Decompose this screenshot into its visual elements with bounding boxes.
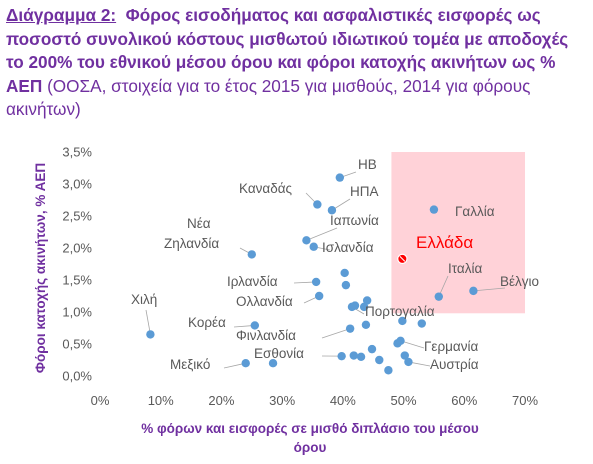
data-point — [335, 173, 345, 182]
point-label: Αυστρία — [430, 357, 479, 372]
point-label: Ιαπωνία — [330, 213, 379, 228]
point-label: Γαλλία — [455, 204, 495, 219]
point-label: Ολλανδία — [236, 294, 293, 309]
x-tick-label: 0% — [91, 393, 110, 408]
chart-title: Διάγραμμα 2: Φόρος εισοδήματος και ασφαλ… — [6, 4, 590, 122]
x-tick-label: 50% — [391, 393, 417, 408]
data-point — [434, 292, 443, 301]
point-label: Βέλγιο — [500, 274, 539, 289]
y-tick-label: 3,5% — [62, 145, 92, 160]
highlight-marker-cross — [399, 256, 406, 262]
data-point — [302, 236, 311, 245]
data-point — [313, 200, 322, 209]
data-point — [268, 359, 278, 368]
data-point — [314, 291, 324, 301]
data-point — [396, 336, 405, 345]
data-point — [347, 302, 357, 312]
data-point — [356, 352, 366, 361]
y-tick-label: 3,0% — [62, 177, 92, 192]
data-point — [327, 206, 337, 215]
leader-line — [306, 227, 338, 241]
x-tick-label: 40% — [330, 393, 356, 408]
data-point — [384, 366, 393, 375]
leader-line — [321, 328, 351, 339]
data-point — [349, 351, 358, 360]
data-point — [469, 286, 478, 296]
x-tick-label: 10% — [148, 393, 174, 408]
data-point — [400, 351, 409, 360]
data-point — [417, 319, 426, 328]
point-label: Κορέα — [188, 315, 226, 330]
point-label: Ιταλία — [448, 261, 482, 276]
x-axis-title-line1: % φόρων και εισφορές σε μισθό διπλάσιο τ… — [141, 421, 479, 436]
point-label: Ισλανδία — [322, 240, 374, 255]
data-point — [367, 344, 377, 354]
x-axis-title-line2: όρου — [294, 440, 327, 455]
data-point — [429, 205, 439, 214]
y-axis-title: Φόροι κατοχής ακινήτων, % ΑΕΠ — [33, 163, 48, 373]
data-point — [250, 321, 260, 330]
point-label: Καναδάς — [239, 181, 293, 196]
title-label: Διάγραμμα 2: — [6, 5, 117, 25]
leader-line — [473, 287, 506, 292]
point-label: Νέα — [187, 216, 211, 231]
data-point — [337, 351, 346, 361]
point-label: Γερμανία — [424, 339, 478, 354]
point-label: Φινλανδία — [236, 328, 296, 343]
data-point — [311, 277, 321, 287]
data-point — [375, 355, 384, 365]
point-label: Χιλή — [131, 292, 157, 307]
y-tick-label: 0,0% — [62, 369, 92, 384]
point-label: Ζηλανδία — [164, 236, 219, 251]
point-label: Μεξικό — [170, 357, 210, 372]
point-label: ΗΠΑ — [350, 184, 379, 199]
x-tick-label: 20% — [208, 393, 234, 408]
data-point — [340, 268, 349, 278]
point-label: Εσθονία — [254, 346, 304, 361]
data-point — [309, 242, 318, 251]
title-main: Φόρος εισοδήματος και ασφαλιστικές εισφο… — [6, 5, 569, 96]
point-label: Ιρλανδία — [227, 274, 278, 289]
data-point — [341, 280, 351, 290]
y-tick-label: 2,0% — [62, 241, 92, 256]
data-point — [247, 250, 256, 259]
y-tick-label: 1,0% — [62, 305, 92, 320]
y-tick-label: 1,5% — [62, 273, 92, 288]
x-tick-label: 60% — [451, 393, 477, 408]
point-label: Πορτογαλία — [365, 304, 435, 319]
data-point — [362, 296, 372, 305]
data-point — [361, 320, 371, 329]
title-source: (ΟΟΣΑ, στοιχεία για το έτος 2015 για μισ… — [6, 75, 531, 120]
data-point — [241, 359, 250, 368]
data-point — [359, 302, 369, 312]
point-label: ΗΒ — [358, 157, 377, 172]
point-label-highlight: Ελλάδα — [416, 233, 473, 252]
y-tick-label: 2,5% — [62, 209, 92, 224]
data-point — [398, 316, 407, 326]
data-point — [404, 357, 413, 367]
data-point — [345, 324, 355, 333]
y-tick-label: 0,5% — [62, 337, 92, 352]
highlight-region — [391, 152, 525, 314]
data-point — [146, 330, 155, 339]
x-tick-label: 70% — [512, 393, 538, 408]
x-tick-label: 30% — [269, 393, 295, 408]
